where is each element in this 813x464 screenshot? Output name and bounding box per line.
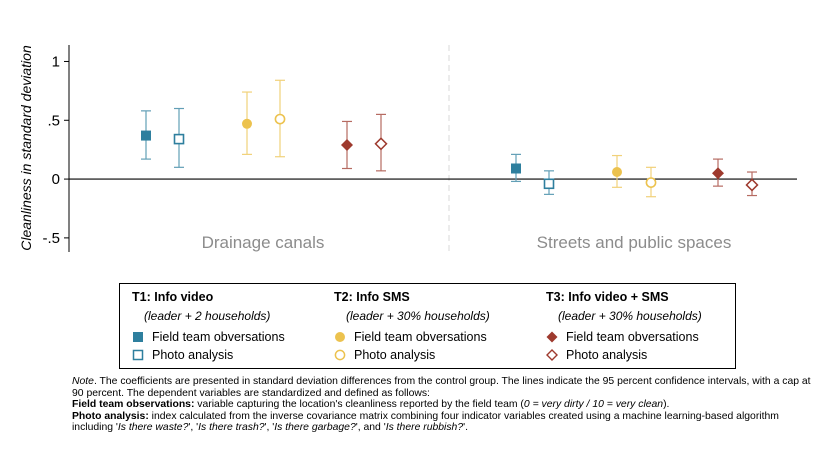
- legend-label-t2-field: Field team obversations: [354, 330, 487, 344]
- legend-title-t1: T1: Info video: [132, 290, 214, 304]
- panel-label-streets: Streets and public spaces: [537, 233, 732, 252]
- legend-label-t1-field: Field team obversations: [152, 330, 285, 344]
- legend-label-t3-field: Field team obversations: [566, 330, 699, 344]
- y-axis-label: Cleanliness in standard deviation: [18, 45, 34, 251]
- legend-item-t3-photo: Photo analysis: [546, 346, 702, 364]
- note-field-scale: 0 = very dirty / 10 = very clean: [523, 399, 664, 411]
- legend-title-t3: T3: Info video + SMS: [546, 290, 669, 304]
- legend-item-t1-photo: Photo analysis: [132, 346, 285, 364]
- legend-item-t2-photo: Photo analysis: [334, 346, 490, 364]
- point-diamond-hollow: [745, 178, 759, 192]
- point-circle-filled: [242, 118, 252, 129]
- note-label: Note: [72, 376, 94, 387]
- legend-title-t2: T2: Info SMS: [334, 290, 410, 304]
- hollow-square-icon: [132, 349, 144, 361]
- note-sep1: ', ': [188, 422, 199, 434]
- note-q3: Is there garbage?: [274, 422, 356, 434]
- legend-subtitle-t3: (leader + 30% households): [558, 309, 702, 323]
- legend-subtitle-t2: (leader + 30% households): [346, 309, 490, 323]
- hollow-diamond-icon: [546, 349, 558, 361]
- legend-label-t3-photo: Photo analysis: [566, 348, 648, 362]
- filled-diamond-icon: [546, 331, 558, 343]
- filled-square-icon: [132, 331, 144, 343]
- legend-label-t1-photo: Photo analysis: [152, 348, 234, 362]
- legend-group-t3: T3: Info video + SMS (leader + 30% house…: [546, 290, 702, 364]
- point-square-hollow: [173, 133, 185, 145]
- point-diamond-hollow: [374, 137, 388, 151]
- legend-item-t2-field: Field team obversations: [334, 328, 490, 346]
- y-tick-label: 0: [52, 171, 60, 188]
- y-axis: 1 .5 0 -.5: [42, 45, 70, 252]
- point-diamond-filled: [341, 138, 353, 151]
- note-intro: Note. The coefficients are presented in …: [72, 376, 812, 399]
- point-circle-filled: [612, 167, 622, 178]
- note-q1: Is there waste?: [117, 422, 189, 434]
- legend-subtitle-t1: (leader + 2 households): [144, 309, 271, 323]
- note-field-definition: Field team observations: variable captur…: [72, 399, 812, 411]
- point-diamond-filled: [712, 167, 724, 180]
- hollow-circle-icon: [334, 349, 346, 361]
- note-photo-definition: Photo analysis: index calculated from th…: [72, 411, 812, 434]
- legend-item-t3-field: Field team obversations: [546, 328, 702, 346]
- point-circle-hollow: [645, 177, 657, 189]
- note-field-text: variable capturing the location's cleanl…: [194, 399, 524, 411]
- note-photo-label: Photo analysis:: [72, 410, 149, 422]
- note-field-label: Field team observations:: [72, 399, 195, 411]
- point-square-filled: [141, 130, 151, 141]
- legend-label-t2-photo: Photo analysis: [354, 348, 436, 362]
- note-photo-text: index calculated from the inverse covari…: [72, 410, 779, 434]
- point-square-filled: [511, 163, 521, 174]
- note-q4: Is there rubbish?: [385, 422, 464, 434]
- legend-group-t1: T1: Info video (leader + 2 households) F…: [132, 290, 285, 364]
- note-field-end: ).: [663, 399, 670, 411]
- note-sep2: ', ': [264, 422, 275, 434]
- legend-group-t2: T2: Info SMS (leader + 30% households) F…: [334, 290, 490, 364]
- figure-note: Note. The coefficients are presented in …: [72, 376, 812, 434]
- note-sep3: ', and ': [355, 422, 386, 434]
- legend-item-t1-field: Field team obversations: [132, 328, 285, 346]
- panel-label-drainage: Drainage canals: [202, 233, 325, 252]
- note-end: '.: [463, 422, 468, 434]
- note-q2: Is there trash?: [198, 422, 265, 434]
- chart-area: 1 .5 0 -.5 Cleanliness in standard deviatio…: [18, 45, 797, 252]
- legend: T1: Info video (leader + 2 households) F…: [119, 283, 736, 369]
- y-tick-label: .5: [47, 112, 60, 129]
- point-square-hollow: [543, 178, 555, 190]
- point-circle-hollow: [274, 113, 286, 125]
- y-tick-label: -.5: [42, 230, 60, 247]
- filled-circle-icon: [334, 331, 346, 343]
- y-tick-label: 1: [52, 53, 60, 70]
- chart-marks: [141, 79, 759, 198]
- note-intro-text: . The coefficients are presented in stan…: [72, 376, 811, 399]
